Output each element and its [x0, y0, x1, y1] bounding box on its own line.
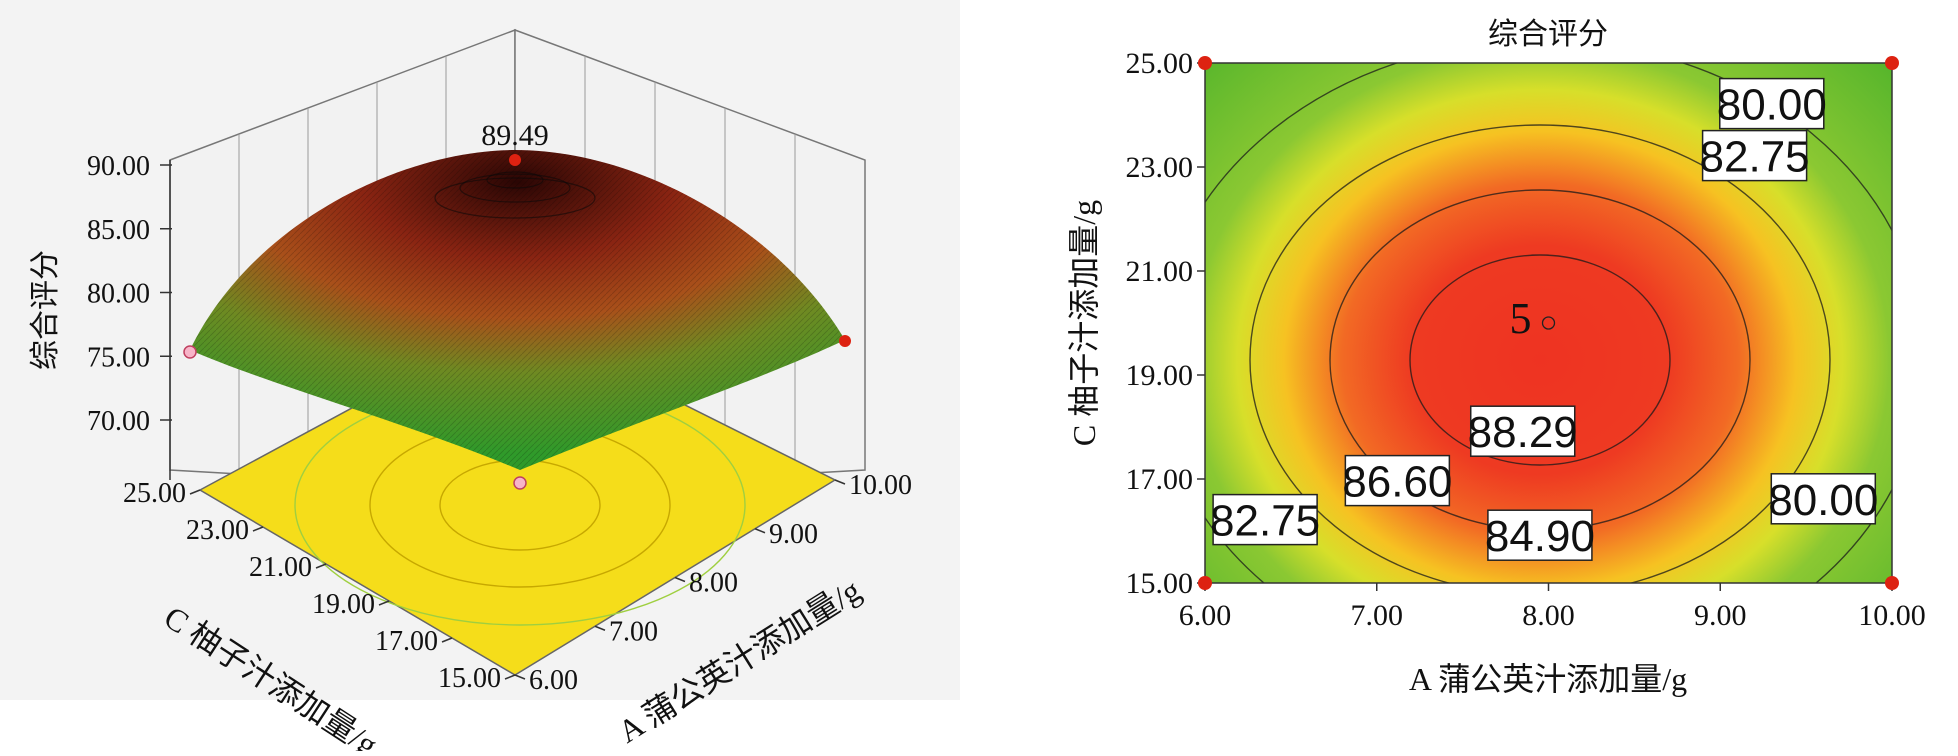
- a-tick-mark: [834, 479, 846, 485]
- y-tick-label: 17.00: [1126, 463, 1194, 496]
- c-tick-mark: [441, 637, 453, 643]
- corner-point: [1885, 56, 1899, 70]
- contour-label: 80.00: [1768, 473, 1878, 525]
- c-tick-label: 23.00: [186, 515, 249, 546]
- svg-text:80.00: 80.00: [1768, 476, 1878, 525]
- surface-plot-panel: 90.00 85.00 80.00 75.00 70.00 综合评分 89.49 25.…: [0, 0, 980, 756]
- a-tick-label: 7.00: [609, 616, 658, 647]
- y-axis-ticks: 25.00 23.00 21.00 19.00 17.00 15.00: [1126, 47, 1205, 600]
- svg-text:80.00: 80.00: [1717, 81, 1827, 130]
- a-tick-mark: [754, 528, 766, 534]
- x-axis-title: A 蒲公英汁添加量/g: [1409, 661, 1687, 697]
- a-tick-mark: [674, 576, 686, 583]
- response-surface-mesh: [190, 150, 845, 470]
- c-tick-label: 21.00: [249, 552, 312, 583]
- z-tick-label: 85.00: [87, 215, 150, 246]
- corner-points: [1198, 56, 1899, 590]
- x-tick-label: 6.00: [1179, 599, 1232, 632]
- corner-point: [1198, 56, 1212, 70]
- z-tick-label: 80.00: [87, 279, 150, 310]
- svg-text:82.75: 82.75: [1700, 133, 1810, 182]
- contour-label: 86.60: [1342, 454, 1452, 507]
- c-tick-label: 15.00: [438, 663, 501, 694]
- center-label: 5: [1510, 294, 1532, 343]
- c-tick-mark: [189, 489, 201, 495]
- c-tick-mark: [378, 600, 390, 606]
- a-tick-label: 10.00: [849, 470, 912, 501]
- x-tick-label: 9.00: [1694, 599, 1747, 632]
- svg-text:88.29: 88.29: [1468, 408, 1578, 457]
- contour-plot-panel: 综合评分 6.00 7.00 8.00 9.00 10.00 25.00 23.00 21.…: [1000, 0, 1958, 751]
- svg-text:82.75: 82.75: [1210, 497, 1320, 546]
- z-axis-ticks: 90.00 85.00 80.00 75.00 70.00: [87, 151, 172, 437]
- a-tick-label: 6.00: [529, 665, 578, 696]
- c-tick-label: 19.00: [312, 589, 375, 620]
- x-tick-label: 10.00: [1858, 599, 1926, 632]
- corner-point-right: [839, 335, 851, 347]
- a-tick-mark: [514, 674, 526, 680]
- contour-label: 84.90: [1485, 509, 1595, 561]
- y-tick-label: 15.00: [1126, 567, 1194, 600]
- z-axis-title: 综合评分: [29, 250, 62, 370]
- c-tick-label: 25.00: [123, 478, 186, 509]
- surface-ridges: [434, 171, 596, 219]
- c-tick-label: 17.00: [375, 626, 438, 657]
- z-tick-label: 75.00: [87, 342, 150, 373]
- x-tick-label: 7.00: [1351, 599, 1404, 632]
- x-tick-label: 8.00: [1522, 599, 1575, 632]
- a-tick-mark: [594, 625, 606, 631]
- corner-point-left: [183, 345, 197, 359]
- peak-point: [509, 154, 521, 166]
- svg-text:84.90: 84.90: [1485, 512, 1595, 561]
- y-tick-label: 25.00: [1126, 47, 1194, 80]
- floor-center-point: [513, 476, 527, 490]
- center-point: [1541, 316, 1556, 330]
- y-tick-label: 23.00: [1126, 151, 1194, 184]
- contour-label: 82.75: [1700, 129, 1810, 182]
- peak-label: 89.49: [481, 119, 549, 152]
- corner-point: [1885, 576, 1899, 590]
- z-tick-label: 90.00: [87, 151, 150, 182]
- y-tick-label: 21.00: [1126, 255, 1194, 288]
- c-tick-mark: [504, 674, 516, 680]
- surface-plot: 90.00 85.00 80.00 75.00 70.00 综合评分 89.49 25.…: [0, 0, 960, 756]
- corner-point: [1198, 576, 1212, 590]
- y-tick-label: 19.00: [1126, 359, 1194, 392]
- z-tick-label: 70.00: [87, 406, 150, 437]
- c-tick-mark: [315, 563, 327, 569]
- contour-label: 88.29: [1468, 405, 1578, 457]
- a-tick-label: 9.00: [769, 519, 818, 550]
- a-tick-label: 8.00: [689, 568, 738, 599]
- x-axis-ticks: 6.00 7.00 8.00 9.00 10.00: [1179, 583, 1926, 632]
- svg-text:86.60: 86.60: [1342, 458, 1452, 507]
- contour-plot: 综合评分 6.00 7.00 8.00 9.00 10.00 25.00 23.00 21.…: [1066, 18, 1926, 697]
- y-axis-title: C 柚子汁添加量/g: [1066, 200, 1102, 446]
- contour-label: 80.00: [1717, 77, 1827, 130]
- contour-label: 82.75: [1210, 493, 1320, 546]
- a-axis-ticks: 6.00 7.00 8.00 9.00 10.00: [514, 470, 912, 696]
- c-tick-mark: [252, 526, 264, 532]
- contour-title: 综合评分: [1488, 18, 1608, 51]
